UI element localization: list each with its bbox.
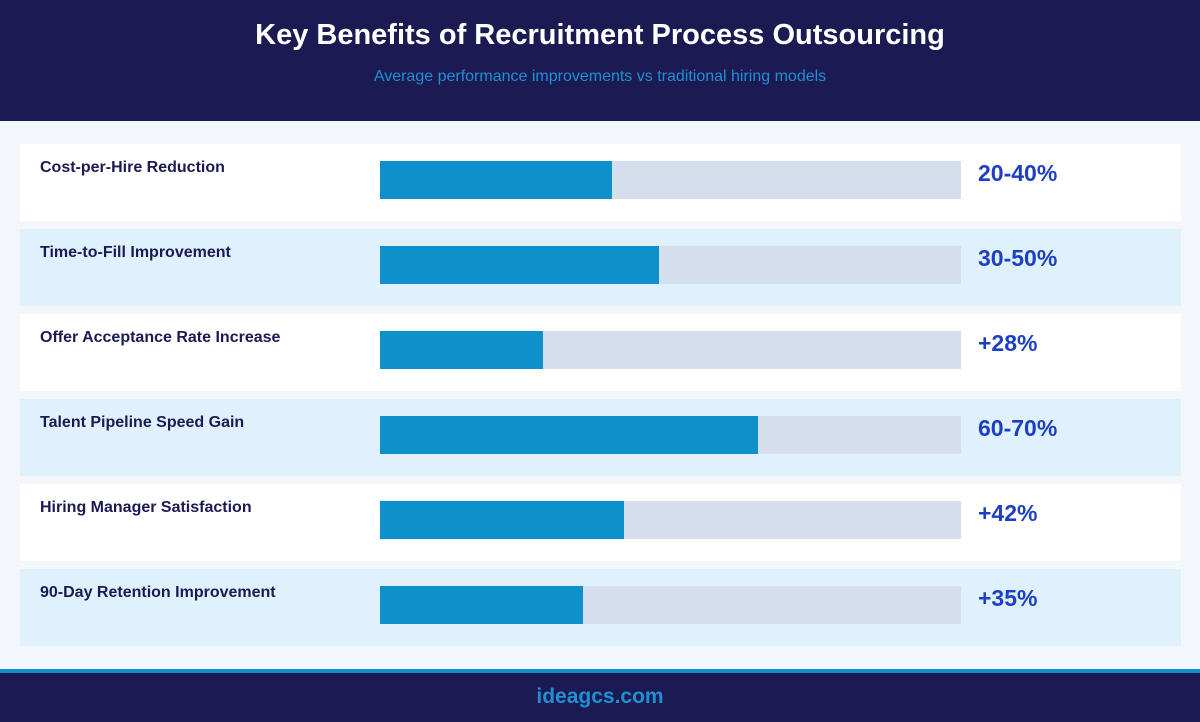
bar-fill bbox=[380, 416, 758, 454]
benefit-row: Cost-per-Hire Reduction 20-40% bbox=[20, 144, 1181, 221]
benefit-value-label: +35% bbox=[978, 585, 1038, 611]
footer-bar: ideagcs.com bbox=[0, 673, 1200, 722]
benefit-label: Time-to-Fill Improvement bbox=[40, 244, 231, 261]
footer-divider bbox=[0, 669, 1200, 673]
benefit-label: Offer Acceptance Rate Increase bbox=[40, 329, 281, 346]
benefit-row: Time-to-Fill Improvement 30-50% bbox=[20, 229, 1181, 306]
bar-track bbox=[380, 586, 961, 624]
bar-track bbox=[380, 161, 961, 199]
bar-fill bbox=[380, 501, 624, 539]
benefit-row: Offer Acceptance Rate Increase +28% bbox=[20, 314, 1181, 391]
benefit-value-label: 60-70% bbox=[978, 415, 1058, 441]
bar-track bbox=[380, 416, 961, 454]
bar-track bbox=[380, 501, 961, 539]
chart-title: Key Benefits of Recruitment Process Outs… bbox=[255, 19, 945, 51]
footer-website: ideagcs.com bbox=[536, 685, 664, 708]
benefit-value-label: 30-50% bbox=[978, 245, 1058, 271]
chart-subtitle: Average performance improvements vs trad… bbox=[373, 68, 827, 85]
benefit-label: Cost-per-Hire Reduction bbox=[40, 159, 225, 176]
benefit-row: 90-Day Retention Improvement +35% bbox=[20, 569, 1181, 646]
header-banner: Key Benefits of Recruitment Process Outs… bbox=[0, 0, 1200, 121]
benefit-row: Hiring Manager Satisfaction +42% bbox=[20, 484, 1181, 561]
benefit-label: Hiring Manager Satisfaction bbox=[40, 499, 252, 516]
benefit-label: Talent Pipeline Speed Gain bbox=[40, 414, 245, 431]
benefit-row: Talent Pipeline Speed Gain 60-70% bbox=[20, 399, 1181, 476]
benefit-value-label: +42% bbox=[978, 500, 1038, 526]
bar-track bbox=[380, 246, 961, 284]
benefit-value-label: 20-40% bbox=[978, 160, 1058, 186]
benefit-label: 90-Day Retention Improvement bbox=[40, 584, 276, 601]
bar-fill bbox=[380, 586, 583, 624]
bar-fill bbox=[380, 331, 543, 369]
bar-fill bbox=[380, 246, 659, 284]
benefit-value-label: +28% bbox=[978, 330, 1038, 356]
bar-track bbox=[380, 331, 961, 369]
bar-fill bbox=[380, 161, 612, 199]
